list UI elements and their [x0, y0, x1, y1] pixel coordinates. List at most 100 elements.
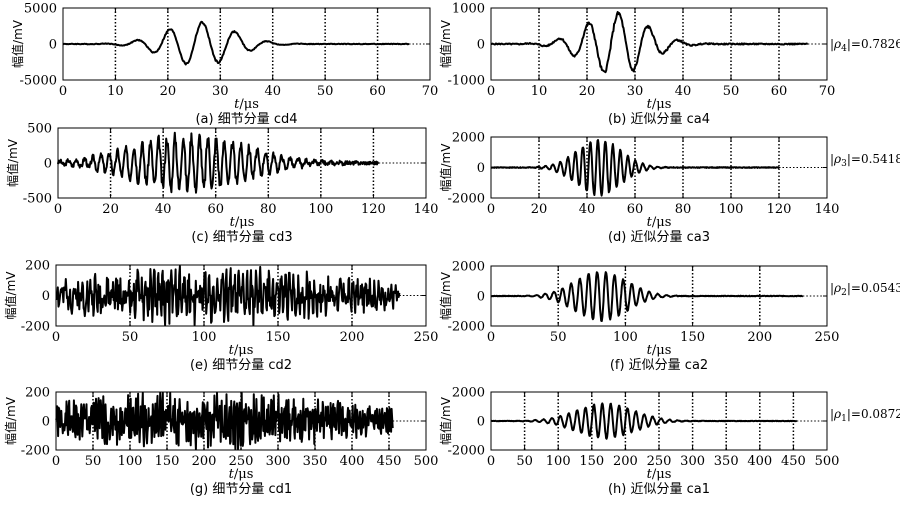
panel-caption: (g) 细节分量 cd1 [190, 482, 292, 497]
y-tick-label: 0 [477, 290, 485, 305]
x-axis-label: t/μs [647, 97, 672, 112]
y-axis-label: 幅值/mV [438, 396, 453, 445]
y-tick-label: 2000 [452, 260, 485, 275]
x-tick-label: 140 [414, 202, 439, 217]
x-tick-label: 300 [680, 454, 705, 469]
x-tick-label: 200 [340, 330, 365, 345]
y-tick-label: -2000 [448, 192, 485, 207]
panel-caption: (h) 近似分量 ca1 [608, 482, 710, 497]
x-tick-label: 100 [546, 454, 571, 469]
signal-trace [490, 271, 804, 322]
x-tick-label: 140 [815, 202, 840, 217]
signal-trace [490, 402, 798, 440]
x-tick-label: 60 [771, 84, 788, 99]
y-tick-label: 1000 [452, 2, 485, 17]
panel-caption: (a) 细节分量 cd4 [195, 112, 297, 127]
y-tick-label: 0 [477, 161, 485, 176]
x-tick-label: 350 [303, 454, 328, 469]
x-tick-label: 50 [550, 330, 567, 345]
x-tick-label: 100 [308, 202, 333, 217]
x-tick-label: 40 [675, 84, 692, 99]
x-tick-label: 100 [118, 454, 143, 469]
x-tick-label: 50 [122, 330, 139, 345]
y-axis-label: 幅值/mV [3, 396, 18, 445]
panel-caption: (b) 近似分量 ca4 [608, 112, 710, 127]
y-tick-label: -5000 [20, 74, 57, 89]
x-tick-label: 30 [212, 84, 229, 99]
x-tick-label: 40 [264, 84, 281, 99]
x-tick-label: 100 [192, 330, 217, 345]
x-tick-label: 0 [487, 202, 495, 217]
x-axis-label: t/μs [229, 343, 254, 358]
x-tick-label: 250 [815, 330, 840, 345]
x-tick-label: 40 [579, 202, 596, 217]
x-tick-label: 50 [516, 454, 533, 469]
x-tick-label: 250 [229, 454, 254, 469]
x-tick-label: 400 [747, 454, 772, 469]
x-tick-label: 10 [531, 84, 548, 99]
y-tick-label: 2000 [452, 386, 485, 401]
y-tick-label: -1000 [448, 74, 485, 89]
x-tick-label: 70 [819, 84, 836, 99]
x-tick-label: 60 [207, 202, 224, 217]
x-tick-label: 80 [675, 202, 692, 217]
x-tick-label: 0 [487, 84, 495, 99]
signal-trace [57, 131, 380, 194]
y-tick-label: 0 [42, 415, 50, 430]
y-tick-label: 200 [25, 259, 50, 274]
y-axis-label: 幅值/mV [438, 271, 453, 320]
panel-ca1: 0 50 100 150 200 250 300 350 400 450 50020000-2000… [438, 386, 900, 498]
x-tick-label: 0 [52, 454, 60, 469]
y-tick-label: -200 [21, 444, 50, 459]
correlation-coefficient: |ρ2|=0.0543 [830, 281, 900, 298]
x-tick-label: 80 [260, 202, 277, 217]
x-tick-label: 200 [192, 454, 217, 469]
y-tick-label: -2000 [448, 444, 485, 459]
x-tick-label: 60 [369, 84, 386, 99]
x-tick-label: 20 [102, 202, 119, 217]
panel-caption: (f) 近似分量 ca2 [610, 358, 708, 373]
x-tick-label: 150 [266, 330, 291, 345]
y-tick-label: 0 [477, 38, 485, 53]
panel-caption: (d) 近似分量 ca3 [608, 230, 710, 245]
y-axis-label: 幅值/mV [438, 143, 453, 192]
y-axis-label: 幅值/mV [5, 138, 20, 187]
panel-ca3: 0 20 40 60 80 100 120 14020000-2000t/μs幅值/mV(d)… [438, 131, 900, 246]
x-tick-label: 300 [266, 454, 291, 469]
x-tick-label: 70 [422, 84, 439, 99]
y-tick-label: 0 [49, 38, 57, 53]
x-tick-label: 50 [317, 84, 334, 99]
x-tick-label: 20 [531, 202, 548, 217]
x-tick-label: 500 [815, 454, 840, 469]
y-tick-label: -2000 [448, 320, 485, 335]
y-tick-label: 200 [25, 386, 50, 401]
panel-cd1: 0 50 100 150 200 250 300 350 400 450 5002000-200t/… [3, 386, 438, 498]
signal-trace [490, 11, 809, 74]
panel-caption: (c) 细节分量 cd3 [191, 230, 292, 245]
signal-trace [55, 265, 401, 327]
x-tick-label: 150 [579, 454, 604, 469]
x-axis-label: t/μs [230, 215, 255, 230]
x-tick-label: 10 [107, 84, 124, 99]
y-tick-label: 0 [44, 157, 52, 172]
x-tick-label: 500 [414, 454, 439, 469]
x-tick-label: 0 [54, 202, 62, 217]
x-tick-label: 30 [627, 84, 644, 99]
x-axis-label: t/μs [234, 97, 259, 112]
x-tick-label: 200 [613, 454, 638, 469]
x-tick-label: 50 [723, 84, 740, 99]
x-tick-label: 250 [647, 454, 672, 469]
x-tick-label: 150 [155, 454, 180, 469]
x-axis-label: t/μs [647, 215, 672, 230]
x-tick-label: 100 [613, 330, 638, 345]
x-tick-label: 20 [579, 84, 596, 99]
x-tick-label: 0 [487, 330, 495, 345]
x-tick-label: 350 [714, 454, 739, 469]
x-axis-label: t/μs [229, 467, 254, 482]
x-tick-label: 60 [627, 202, 644, 217]
